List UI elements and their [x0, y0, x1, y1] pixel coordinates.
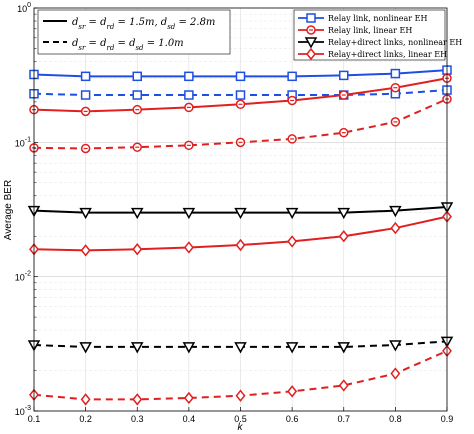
series-8-point — [80, 393, 91, 406]
series-6-point — [132, 243, 143, 256]
series-5-point — [389, 205, 402, 218]
series-5-point — [130, 207, 144, 220]
series-7-point — [337, 342, 351, 354]
series-1-point — [339, 70, 349, 81]
series-8-point — [338, 379, 349, 392]
series-6-point — [390, 221, 401, 235]
legend-schemes-entry: Relay+direct links, nonlinear EH — [328, 38, 462, 47]
series-2-point — [235, 90, 246, 100]
x-tick-label: 0.2 — [79, 414, 92, 424]
legend-schemes-entry: Relay link, linear EH — [328, 26, 412, 35]
series-7-point — [285, 342, 299, 354]
series-7-point — [182, 342, 196, 354]
legend-schemes: Relay link, nonlinear EH Relay link, line… — [293, 9, 462, 61]
series-3 — [29, 73, 452, 117]
series-5-point — [234, 207, 247, 220]
y-tick-label: 10-3 — [15, 405, 31, 417]
x-tick-label: 0.5 — [234, 414, 247, 424]
series-5-point — [182, 207, 196, 220]
series-1-point — [80, 71, 91, 82]
series-1-point — [184, 71, 194, 82]
x-tick-label: 0.8 — [389, 414, 402, 424]
series-7-point — [79, 342, 92, 354]
y-tick-label: 100 — [17, 2, 31, 14]
y-tick-label: 10-2 — [15, 271, 31, 283]
legend-schemes-entry: Relay link, nonlinear EH — [328, 14, 427, 23]
legend-schemes-marker — [306, 13, 316, 23]
legend-distances-entry-1: dsr = drd = 1.5m, dsd = 2.8m — [72, 17, 215, 31]
series-1-point — [235, 71, 246, 82]
legend-distances-entry-2: dsr = drd = dsd = 1.0m — [72, 38, 184, 52]
x-tick-label: 0.4 — [183, 414, 196, 424]
x-tick-label: 0.3 — [131, 414, 144, 424]
series-7-point — [130, 342, 144, 354]
series-2-point — [132, 90, 142, 100]
x-tick-label: 0.9 — [441, 414, 454, 424]
series-8-point — [390, 367, 401, 380]
series-5-point — [79, 207, 92, 220]
series-2-point — [184, 90, 194, 100]
y-tick-label: 10-1 — [15, 136, 31, 148]
series-6-point — [235, 238, 246, 252]
y-axis-label: Average BER — [3, 180, 14, 240]
series-7-point — [389, 340, 402, 352]
series-1-point — [132, 71, 142, 82]
series-5 — [27, 202, 454, 220]
series-6 — [29, 210, 452, 257]
axis-ticks: 0.1 0.2 0.3 0.4 0.5 0.6 0.7 0.8 0.9 100 10-1 10-2 10… — [15, 2, 454, 424]
series-7-point — [234, 342, 247, 354]
series-5-point — [285, 207, 299, 220]
legend-distances: dsr = drd = 1.5m, dsd = 2.8m dsr = drd =… — [37, 9, 231, 55]
series-8-point — [235, 389, 246, 402]
x-tick-label: 0.7 — [337, 414, 350, 424]
series-8-point — [132, 393, 143, 406]
series-2-point — [80, 90, 91, 100]
legend-schemes-marker — [304, 37, 318, 49]
series-8-point — [287, 385, 298, 398]
x-tick-label: 0.1 — [28, 414, 41, 424]
series-8-point — [183, 391, 194, 405]
series-1-point — [390, 68, 401, 79]
series-6-point — [183, 241, 194, 254]
legend-schemes-entry: Relay+direct links, linear EH — [328, 50, 447, 59]
legend-schemes-marker — [306, 47, 316, 61]
series-6-point — [338, 230, 349, 243]
legend-distances-box — [37, 9, 231, 55]
series-6-point — [287, 235, 298, 248]
series-5-point — [337, 207, 351, 220]
x-tick-label: 0.6 — [286, 414, 299, 424]
series-1-point — [287, 71, 297, 82]
x-axis-label: k — [238, 422, 244, 433]
series-6-point — [80, 244, 91, 257]
